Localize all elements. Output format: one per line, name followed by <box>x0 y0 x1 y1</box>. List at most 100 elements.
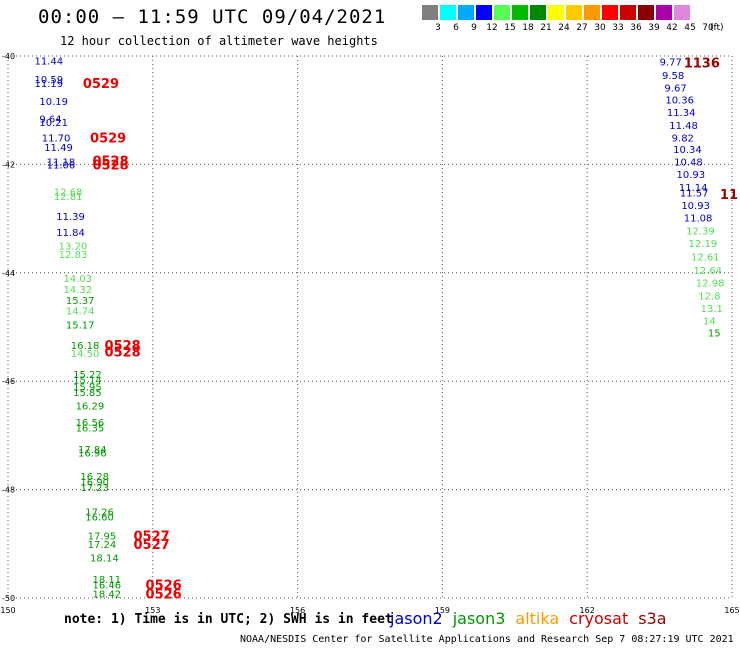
scale-swatch <box>530 5 546 20</box>
scale-swatch <box>620 5 636 20</box>
data-point-label: 9.64 <box>39 114 61 125</box>
data-point-label: 17.26 <box>85 507 114 518</box>
time-label: 0527 <box>133 530 169 545</box>
data-point-label: 11.39 <box>56 212 85 223</box>
scale-swatch <box>638 5 654 20</box>
scale-label: 27 <box>576 23 588 33</box>
data-point-label: 10.59 <box>35 75 64 86</box>
scale-swatch <box>458 5 474 20</box>
scale-label: 12 <box>486 23 498 33</box>
chart-title: 00:00 – 11:59 UTC 09/04/2021 <box>38 6 387 28</box>
scale-swatch <box>548 5 564 20</box>
data-point-label: 13.20 <box>59 242 88 253</box>
data-point-label: 14.03 <box>64 274 93 285</box>
time-label: 1136 <box>684 57 720 72</box>
footer-credit: NOAA/NESDIS Center for Satellite Applica… <box>240 634 734 645</box>
data-point-label: 11.57 <box>680 189 709 200</box>
data-point-label: 9.58 <box>662 71 684 82</box>
scale-unit: (ft) <box>710 23 724 33</box>
scale-swatch <box>422 5 438 20</box>
data-point-label: 12.68 <box>54 188 83 199</box>
data-point-label: 10.19 <box>39 97 68 108</box>
scale-label: 18 <box>522 23 534 33</box>
scale-label: 30 <box>594 23 606 33</box>
data-point-label: 11.70 <box>42 133 71 144</box>
data-point-label: 14 <box>703 316 716 327</box>
data-point-label: 11.18 <box>47 158 76 169</box>
scale-label: 70 <box>702 23 714 33</box>
time-label: 0528 <box>105 339 141 354</box>
scale-swatch <box>476 5 492 20</box>
data-point-label: 12.64 <box>693 266 722 277</box>
time-label: 0526 <box>146 578 182 593</box>
data-point-label: 16.29 <box>76 402 105 413</box>
data-point-label: 11.08 <box>684 214 713 225</box>
data-point-label: 12.19 <box>689 239 718 250</box>
time-label: 0528 <box>92 158 128 173</box>
scale-swatch <box>440 5 456 20</box>
data-point-label: 9.82 <box>672 133 694 144</box>
time-label: 0528 <box>92 155 128 170</box>
time-label: 0526 <box>146 588 182 603</box>
data-point-label: 12.8 <box>698 292 720 303</box>
data-point-label: 17.23 <box>80 483 109 494</box>
data-point-label: 10.21 <box>39 118 68 129</box>
data-point-label: 15.22 <box>73 370 102 381</box>
data-point-label: 10.93 <box>681 201 710 212</box>
data-point-label: 15.14 <box>73 376 102 387</box>
data-point-label: 17.95 <box>88 532 117 543</box>
data-point-label: 15.85 <box>73 388 102 399</box>
scale-label: 21 <box>540 23 552 33</box>
note-text: note: 1) Time is in UTC; 2) SWH is in fe… <box>64 612 393 627</box>
satellite-legend-item: cryosat <box>569 609 629 628</box>
data-point-label: 12.98 <box>696 279 725 290</box>
satellite-legend-item: altika <box>515 609 560 628</box>
data-point-label: 18.42 <box>92 590 121 601</box>
data-point-label: 11.44 <box>35 56 64 67</box>
data-point-label: 11.48 <box>669 121 698 132</box>
satellite-legend: jason2 jason3 altika cryosat s3a <box>390 609 677 628</box>
scale-swatch <box>602 5 618 20</box>
data-point-label: 16.35 <box>76 423 105 434</box>
data-point-label: 12.81 <box>54 192 83 203</box>
time-label: 0529 <box>90 131 126 146</box>
scale-label: 15 <box>504 23 516 33</box>
data-point-label: 11.19 <box>35 79 64 90</box>
data-point-label: 16.60 <box>85 513 114 524</box>
data-point-label: 11.34 <box>667 108 696 119</box>
data-point-label: 17.84 <box>78 445 107 456</box>
scale-label: 24 <box>558 23 570 33</box>
data-point-label: 12.61 <box>691 253 720 264</box>
data-point-label: 16.90 <box>80 477 109 488</box>
data-point-label: 16.28 <box>80 472 109 483</box>
data-point-label: 12.39 <box>686 227 715 238</box>
data-point-label: 16.46 <box>92 580 121 591</box>
data-point-label: 11.49 <box>44 143 73 154</box>
y-tick-label: -44 <box>2 269 15 278</box>
y-tick-label: -48 <box>2 486 15 495</box>
data-point-label: 17.24 <box>88 540 117 551</box>
scale-label: 9 <box>471 23 477 33</box>
scale-label: 36 <box>630 23 642 33</box>
scale-label: 6 <box>453 23 459 33</box>
x-tick-label: 162 <box>580 606 595 615</box>
y-tick-label: -42 <box>2 160 15 169</box>
data-point-label: 10.36 <box>665 95 694 106</box>
x-tick-label: 159 <box>435 606 450 615</box>
data-point-label: 15.17 <box>66 320 95 331</box>
data-point-label: 16.18 <box>71 341 100 352</box>
data-point-label: 10.93 <box>676 170 705 181</box>
data-point-label: 15 <box>708 328 721 339</box>
time-label: 0528 <box>105 345 141 360</box>
data-point-label: 9.67 <box>664 83 686 94</box>
satellite-legend-item: jason3 <box>452 609 506 628</box>
data-point-label: 16.96 <box>78 449 107 460</box>
scale-swatch <box>692 5 708 20</box>
satellite-legend-item: jason2 <box>390 609 443 628</box>
scale-label: 3 <box>435 23 441 33</box>
x-tick-label: 165 <box>724 606 739 615</box>
x-tick-label: 150 <box>0 606 15 615</box>
y-tick-label: -46 <box>2 377 15 386</box>
scale-swatch <box>494 5 510 20</box>
